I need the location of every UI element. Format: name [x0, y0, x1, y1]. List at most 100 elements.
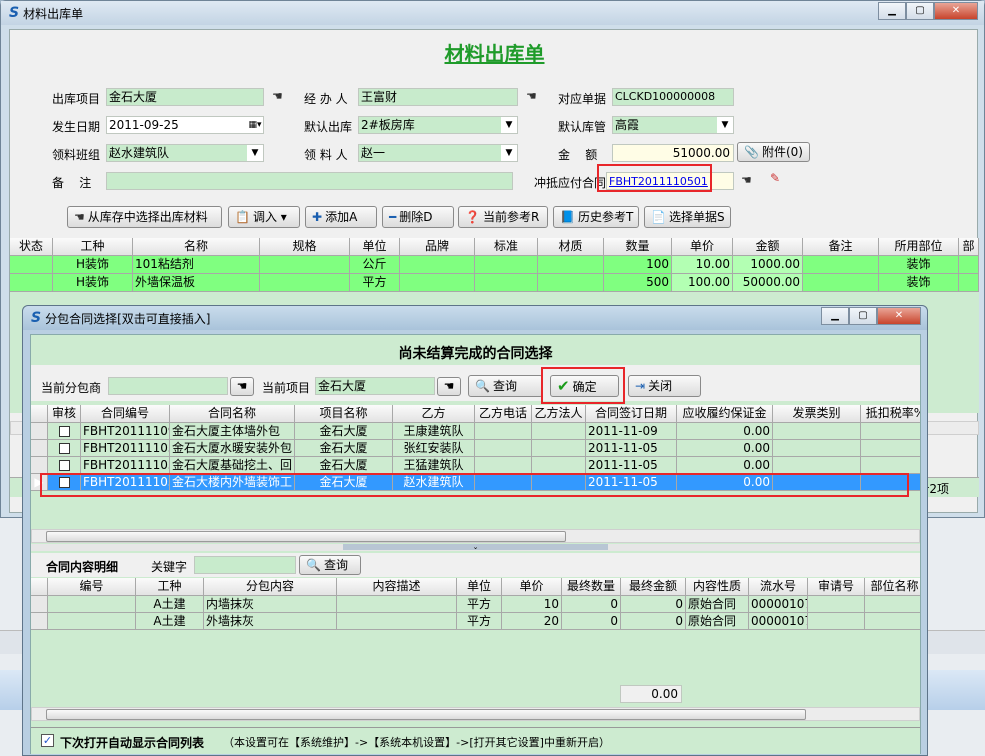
highlight-box: [597, 164, 712, 192]
date-field[interactable]: 2011-09-25 ▦▾: [106, 116, 264, 134]
close-dialog-button[interactable]: ⇥ 关闭: [628, 375, 701, 397]
table-cell: [31, 457, 48, 474]
table-cell: [31, 596, 48, 613]
close-button[interactable]: ✕: [934, 2, 978, 20]
toolbar-button-label: 选择单据S: [668, 210, 725, 224]
keyword-field[interactable]: [194, 556, 296, 574]
column-header: 金额: [733, 238, 803, 256]
approve-checkbox[interactable]: [58, 477, 70, 488]
table-row[interactable]: H装饰 101粘结剂 公斤 100 10.00 1000.00 装饰: [10, 256, 979, 274]
pick-contract-icon[interactable]: ☚: [741, 173, 752, 187]
warehouse-select[interactable]: 2#板房库 ▼: [358, 116, 518, 134]
table-cell: [803, 256, 879, 274]
chevron-down-icon[interactable]: ▼: [247, 145, 263, 161]
toolbar-button[interactable]: 📘 历史参考T: [553, 206, 639, 228]
ref-field: CLCKD100000008: [612, 88, 734, 106]
table-row[interactable]: A土建 外墙抹灰 平方 20 0 0 原始合同 00000107: [31, 613, 920, 630]
dialog-content: 尚未结算完成的合同选择 当前分包商 ☚ 当前项目 金石大厦 ☚ 🔍 查询 ✔ 确定 …: [30, 334, 921, 754]
table-cell: 原始合同: [686, 596, 749, 613]
chevron-down-icon[interactable]: ▼: [717, 117, 733, 133]
column-header: 部: [959, 238, 979, 256]
auto-show-label: 下次打开自动显示合同列表: [60, 736, 205, 750]
table-cell: 20: [502, 613, 562, 630]
keeper-label: 默认库管: [558, 120, 607, 134]
pick-project-icon[interactable]: ☚: [272, 89, 283, 103]
splitter[interactable]: ⌄: [31, 544, 920, 551]
detail-hscroll[interactable]: [31, 707, 920, 721]
toolbar-button[interactable]: 📋 调入 ▾: [228, 206, 300, 228]
receiver-select[interactable]: 赵一 ▼: [358, 144, 518, 162]
contract-link[interactable]: FBHT2011110501: [609, 175, 708, 188]
column-header: 规格: [260, 238, 350, 256]
query-button[interactable]: 🔍 查询: [468, 375, 543, 397]
table-row[interactable]: FBHT2011110901金石大厦主体墙外包金石大厦王康建筑队 2011-11-…: [31, 423, 920, 440]
table-cell: [337, 596, 457, 613]
column-header: 工种: [136, 578, 204, 596]
app-logo-icon: S: [9, 5, 20, 21]
table-row[interactable]: A土建 内墙抹灰 平方 10 0 0 原始合同 00000107: [31, 596, 920, 613]
toolbar-button[interactable]: 📄 选择单据S: [644, 206, 731, 228]
table-cell: 10.00: [672, 256, 733, 274]
contract-hscroll[interactable]: [31, 529, 920, 543]
handler-field[interactable]: 王富财: [358, 88, 518, 106]
close-label: 关闭: [648, 379, 673, 393]
table-cell: 金石大厦主体墙外包: [170, 423, 295, 440]
column-header: [31, 405, 48, 423]
minimize-button[interactable]: ▁: [821, 307, 849, 325]
table-cell: 2011-11-05: [586, 474, 677, 491]
table-cell: 2011-11-09: [586, 423, 677, 440]
maximize-button[interactable]: ▢: [849, 307, 877, 325]
approve-checkbox[interactable]: [58, 426, 70, 437]
remark-field[interactable]: [106, 172, 513, 190]
table-cell: 0.00: [677, 423, 773, 440]
clear-brush-icon[interactable]: ✎: [770, 171, 781, 185]
contract-field[interactable]: FBHT2011110501: [606, 172, 734, 190]
table-row[interactable]: ▶ FBHT2011110501金石大楼内外墙装饰工金石大厦赵水建筑队 2011-1…: [31, 474, 920, 491]
attachment-button[interactable]: 📎 附件(0): [737, 142, 810, 162]
toolbar-button-label: 历史参考T: [577, 210, 634, 224]
maximize-button[interactable]: ▢: [906, 2, 934, 20]
detail-title: 合同内容明细: [46, 560, 119, 574]
ok-button[interactable]: ✔ 确定: [550, 375, 619, 397]
keeper-select[interactable]: 高霞 ▼: [612, 116, 734, 134]
select-doc-icon: 📄: [651, 210, 666, 224]
pick-project-button[interactable]: ☚: [437, 377, 461, 396]
toolbar-button[interactable]: ━ 删除D: [382, 206, 454, 228]
dialog-title: 分包合同选择[双击可直接插入]: [45, 311, 211, 326]
chevron-down-icon[interactable]: ▼: [501, 145, 517, 161]
detail-toolbar: [31, 553, 920, 577]
toolbar-button[interactable]: ❓ 当前参考R: [458, 206, 548, 228]
table-cell: 100.00: [672, 274, 733, 292]
close-button[interactable]: ✕: [877, 307, 921, 325]
project-field[interactable]: 金石大厦: [315, 377, 435, 395]
table-cell: [400, 256, 475, 274]
table-row[interactable]: H装饰 外墙保温板 平方 500 100.00 50000.00 装饰: [10, 274, 979, 292]
table-cell: 金石大厦: [295, 423, 393, 440]
table-cell: [48, 596, 136, 613]
column-header: 流水号: [749, 578, 808, 596]
toolbar-button[interactable]: ✚ 添加A: [305, 206, 377, 228]
table-cell: [808, 596, 865, 613]
table-row[interactable]: FBHT2011110503金石大厦水暖安装外包金石大厦张红安装队 2011-11…: [31, 440, 920, 457]
table-cell: 100: [604, 256, 672, 274]
subcontractor-field[interactable]: [108, 377, 228, 395]
toolbar-button[interactable]: ☚ 从库存中选择出库材料: [67, 206, 222, 228]
approve-checkbox[interactable]: [58, 443, 70, 454]
auto-show-checkbox[interactable]: ✓: [41, 734, 54, 747]
highlight-box: [40, 473, 909, 497]
pick-sub-button[interactable]: ☚: [230, 377, 254, 396]
minimize-button[interactable]: ▁: [878, 2, 906, 20]
chevron-down-icon[interactable]: ▼: [501, 117, 517, 133]
window-title: 材料出库单: [23, 6, 84, 21]
ref-label: 对应单据: [558, 92, 607, 106]
detail-query-button[interactable]: 🔍 查询: [299, 555, 361, 575]
project-field[interactable]: 金石大厦: [106, 88, 264, 106]
query-label: 查询: [323, 558, 348, 572]
pick-handler-icon[interactable]: ☚: [526, 89, 537, 103]
team-select[interactable]: 赵水建筑队 ▼: [106, 144, 264, 162]
approve-checkbox[interactable]: [58, 460, 70, 471]
column-header: 状态: [10, 238, 53, 256]
column-header: 内容描述: [337, 578, 457, 596]
calendar-icon[interactable]: ▦▾: [247, 117, 263, 133]
